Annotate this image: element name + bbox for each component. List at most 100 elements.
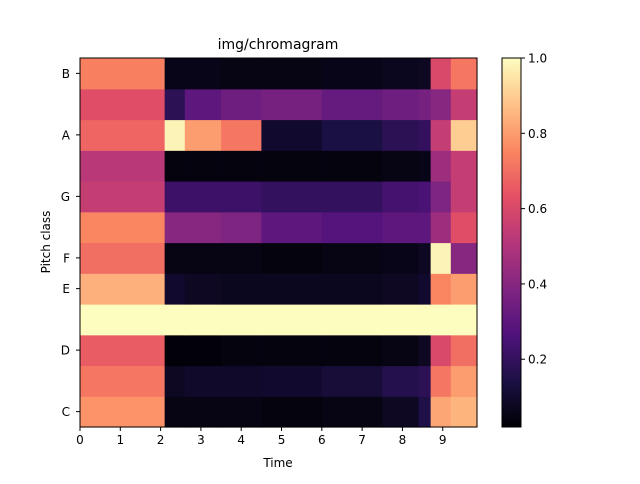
heatmap-cell <box>80 396 166 428</box>
heatmap-cell <box>430 334 452 367</box>
heatmap-cell <box>450 119 478 151</box>
heatmap-cell <box>321 119 383 151</box>
heatmap-cell <box>418 304 432 336</box>
heatmap-cell <box>430 365 452 397</box>
heatmap-cell <box>382 58 420 90</box>
heatmap-cell <box>164 273 186 305</box>
heatmap-cell <box>80 181 166 213</box>
heatmap-cell <box>418 58 432 90</box>
colorbar-tick-label: 0.4 <box>528 277 547 291</box>
heatmap-cell <box>321 273 383 305</box>
heatmap-cell <box>430 273 452 305</box>
heatmap-cell <box>450 304 478 336</box>
heatmap-cell <box>164 211 186 244</box>
heatmap-cell <box>450 334 478 367</box>
colorbar <box>501 57 522 428</box>
x-tick-label: 0 <box>76 433 84 447</box>
heatmap-cell <box>430 304 452 336</box>
colorbar-tick-label: 1.0 <box>528 52 547 66</box>
heatmap-cell <box>184 273 222 305</box>
x-tick-label: 4 <box>237 433 245 447</box>
heatmap-cell <box>261 334 323 367</box>
heatmap-cell <box>261 88 323 121</box>
colorbar-tick-label: 0.6 <box>528 202 547 216</box>
x-axis-label: Time <box>262 456 292 470</box>
heatmap-cell <box>321 242 383 274</box>
heatmap-cell <box>164 150 186 182</box>
heatmap-cell <box>221 242 262 274</box>
heatmap-cell <box>418 119 432 151</box>
heatmap-cell <box>221 304 262 336</box>
heatmap-cell <box>450 242 478 274</box>
heatmap-cell <box>80 273 166 305</box>
heatmap-cell <box>450 365 478 397</box>
x-tick-label: 2 <box>157 433 165 447</box>
heatmap-cell <box>321 211 383 244</box>
heatmap-cell <box>382 211 420 244</box>
heatmap-cell <box>321 88 383 121</box>
heatmap-cell <box>80 365 166 397</box>
y-tick-label: A <box>62 128 71 142</box>
heatmap-cell <box>164 304 186 336</box>
heatmap-cell <box>382 119 420 151</box>
heatmap-cell <box>382 150 420 182</box>
heatmap-cell <box>184 365 222 397</box>
heatmap-cell <box>184 242 222 274</box>
heatmap-cell <box>418 396 432 428</box>
heatmap-cell <box>450 58 478 90</box>
heatmap-cell <box>321 365 383 397</box>
heatmap-cell <box>164 334 186 367</box>
heatmap-cell <box>418 242 432 274</box>
heatmap-cell <box>80 88 166 121</box>
heatmap-cell <box>184 150 222 182</box>
heatmap-cell <box>321 181 383 213</box>
heatmap-cell <box>382 88 420 121</box>
heatmap-cell <box>221 58 262 90</box>
y-tick-label: D <box>61 344 70 358</box>
y-tick-label: E <box>62 282 70 296</box>
heatmap-cell <box>382 304 420 336</box>
heatmap-cell <box>221 365 262 397</box>
heatmap-cell <box>184 181 222 213</box>
heatmap-cell <box>450 273 478 305</box>
heatmap-cell <box>261 181 323 213</box>
heatmap-cells <box>80 58 478 428</box>
chart-title: img/chromagram <box>218 37 339 53</box>
heatmap-cell <box>184 119 222 151</box>
heatmap-cell <box>450 150 478 182</box>
colorbar-tick-label: 0.8 <box>528 127 547 141</box>
heatmap-cell <box>184 211 222 244</box>
heatmap-cell <box>430 58 452 90</box>
heatmap-cell <box>450 396 478 428</box>
y-axis: C D E F G A B <box>61 67 80 419</box>
heatmap-cell <box>418 211 432 244</box>
heatmap-cell <box>261 304 323 336</box>
heatmap-cell <box>418 334 432 367</box>
x-tick-label: 7 <box>358 433 366 447</box>
heatmap-cell <box>221 88 262 121</box>
heatmap-cell <box>164 396 186 428</box>
heatmap-cell <box>430 119 452 151</box>
heatmap-cell <box>418 150 432 182</box>
heatmap-cell <box>184 88 222 121</box>
heatmap-cell <box>418 273 432 305</box>
heatmap-cell <box>80 304 166 336</box>
heatmap-cell <box>382 242 420 274</box>
x-tick-label: 1 <box>116 433 124 447</box>
heatmap-cell <box>221 211 262 244</box>
heatmap-cell <box>450 211 478 244</box>
heatmap-cell <box>261 150 323 182</box>
heatmap-cell <box>164 181 186 213</box>
heatmap-cell <box>418 365 432 397</box>
plot-frame <box>79 57 478 428</box>
heatmap-cell <box>221 119 262 151</box>
y-tick-label: F <box>63 251 70 265</box>
heatmap-cell <box>221 181 262 213</box>
heatmap-cell <box>261 58 323 90</box>
heatmap-cell <box>80 150 166 182</box>
heatmap-cell <box>184 58 222 90</box>
heatmap-cell <box>164 119 186 151</box>
heatmap-cell <box>80 58 166 90</box>
